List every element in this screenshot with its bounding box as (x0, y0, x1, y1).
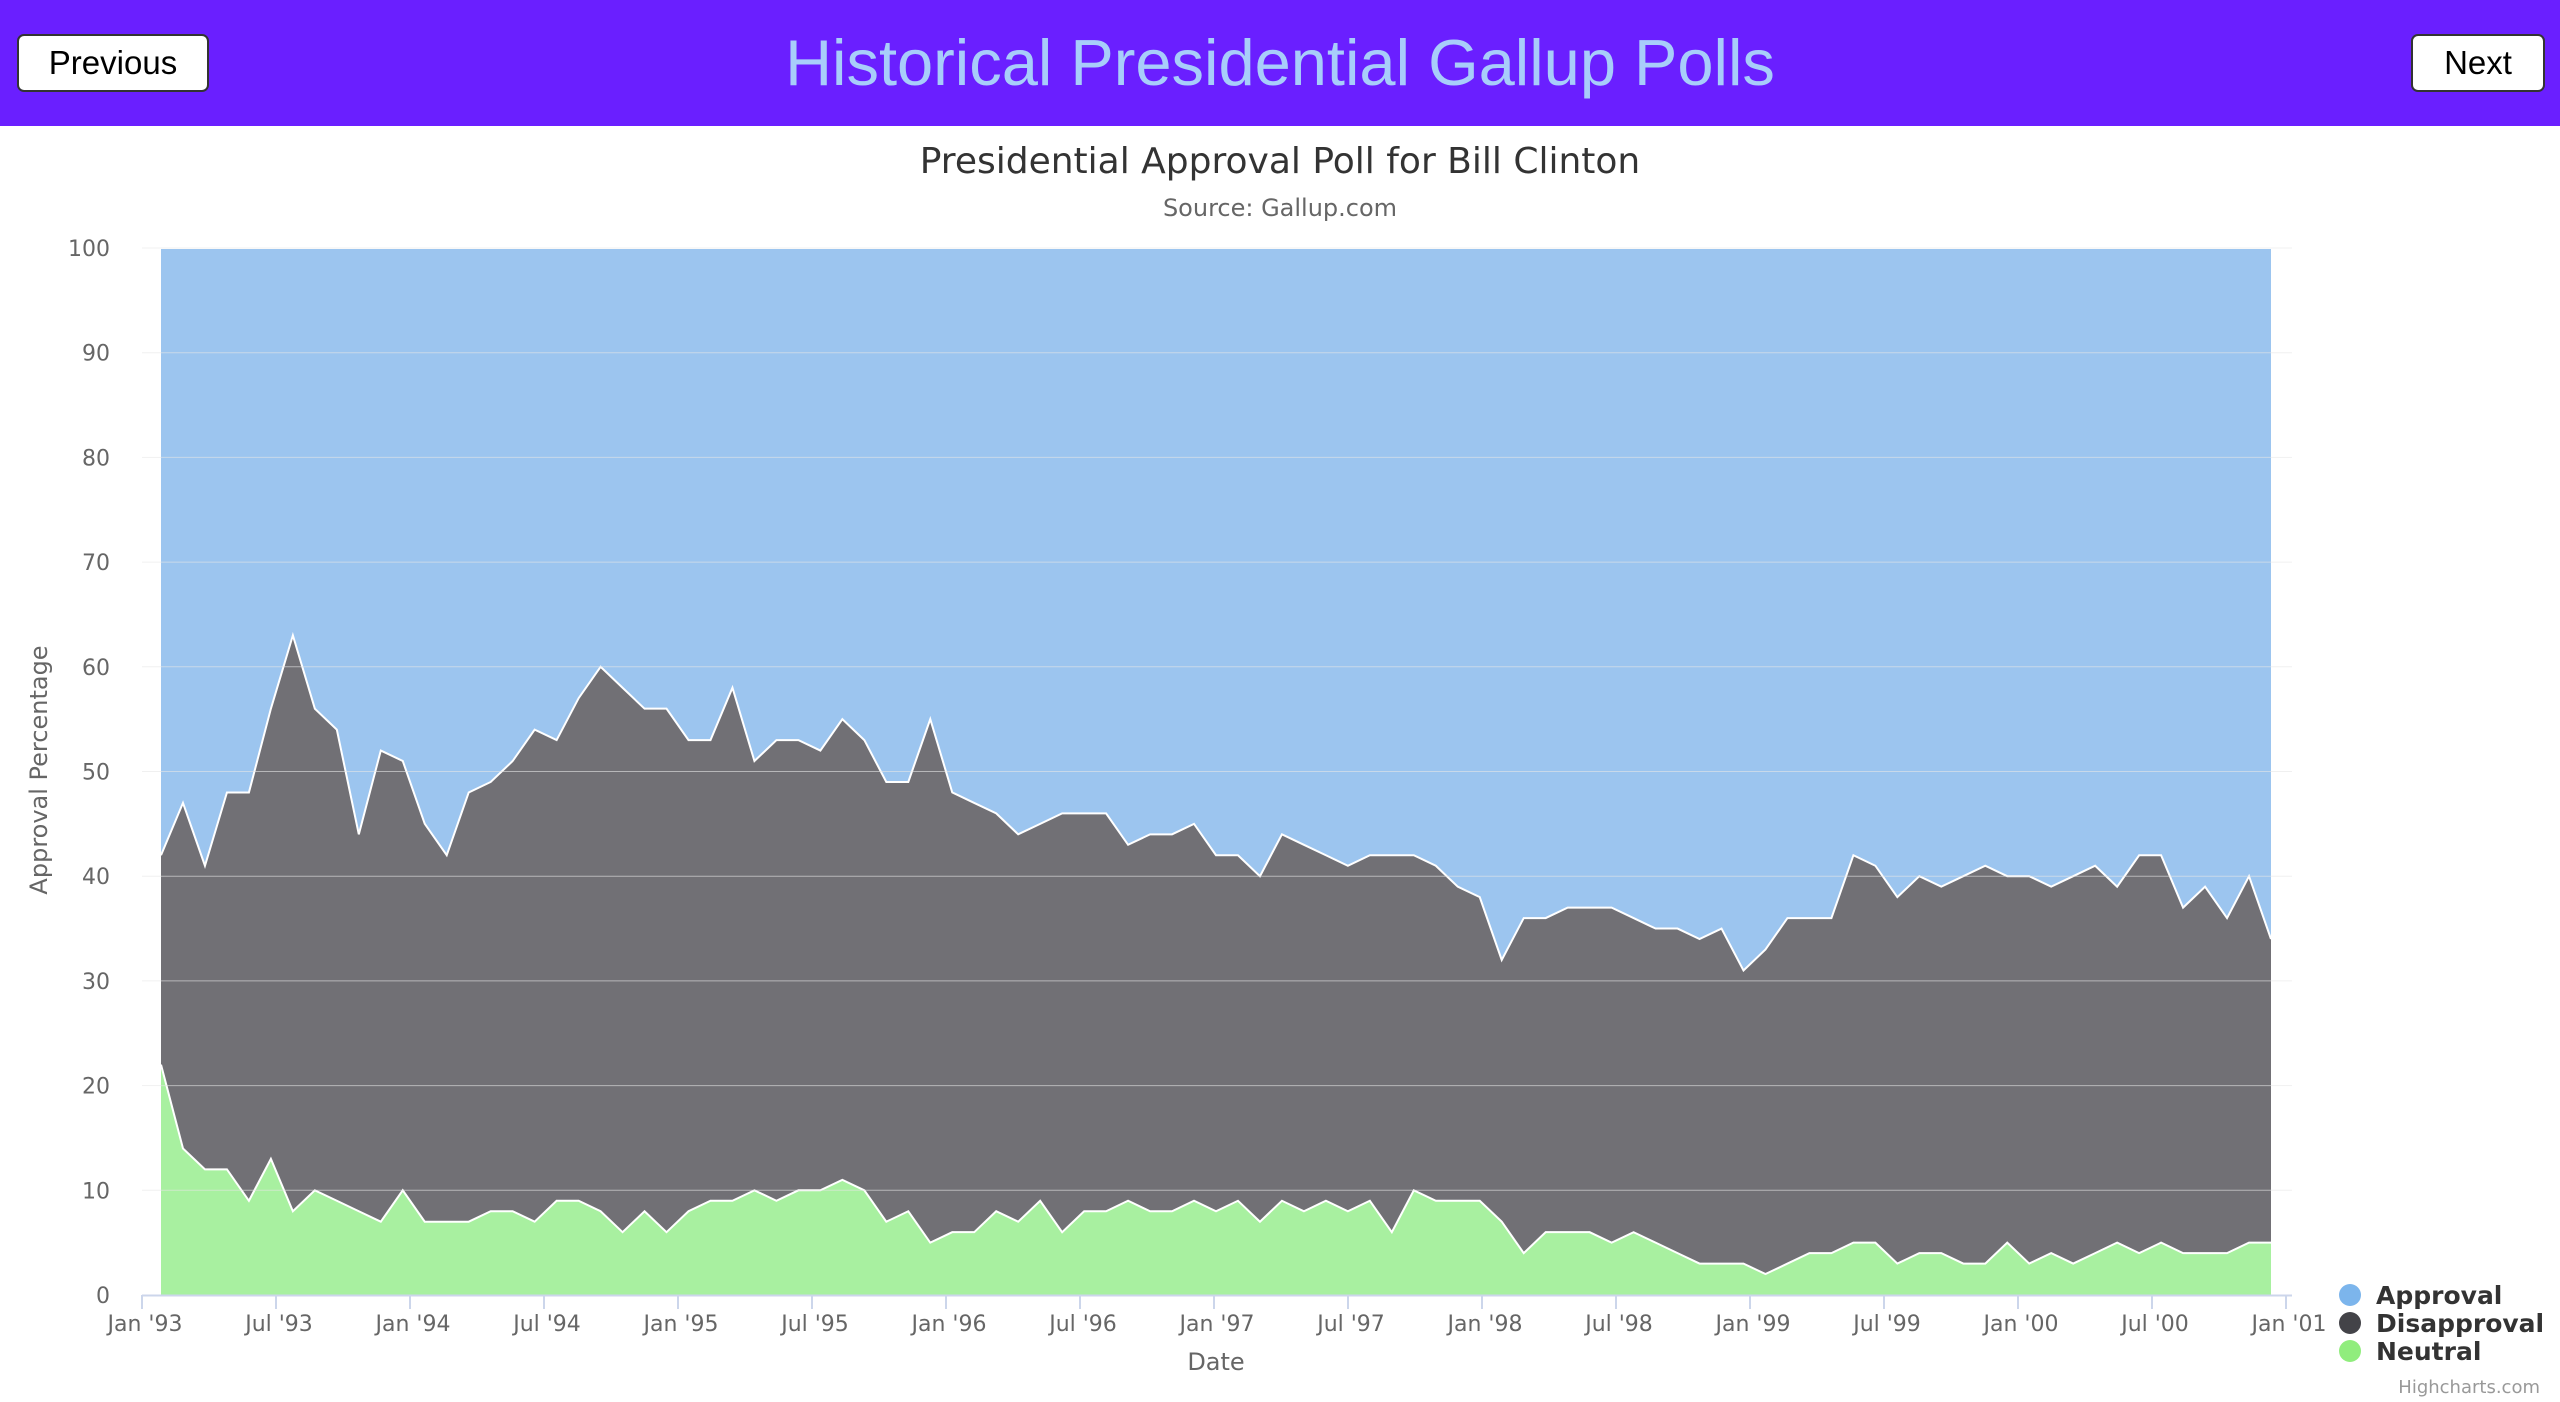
plot-area (160, 247, 2272, 1295)
legend-item-approval: Approval (2376, 1281, 2502, 1310)
x-axis-title: Date (1187, 1348, 1244, 1376)
y-tick-label: 70 (82, 551, 110, 576)
x-tick-label: Jul '00 (2119, 1312, 2189, 1337)
approval-chart: Presidential Approval Poll for Bill Clin… (25, 141, 2544, 1398)
y-axis-title: Approval Percentage (25, 645, 53, 894)
x-tick-label: Jul '96 (1047, 1312, 1117, 1337)
legend-item-neutral: Neutral (2376, 1337, 2481, 1366)
y-axis: 0 10 20 30 40 50 60 70 80 90 100 (68, 237, 2292, 1309)
x-tick-label: Jan '01 (2250, 1312, 2327, 1337)
y-tick-label: 40 (82, 865, 110, 890)
x-tick-label: Jan '94 (374, 1312, 451, 1337)
legend-marker (2339, 1284, 2361, 1306)
y-tick-label: 80 (82, 446, 110, 471)
page-title: Historical Presidential Gallup Polls (785, 26, 1775, 99)
y-tick-label: 20 (82, 1075, 110, 1100)
x-tick-label: Jul '93 (243, 1312, 313, 1337)
approval-area (161, 248, 2271, 971)
neutral-line (160, 1064, 2271, 1276)
x-tick-label: Jul '99 (1851, 1312, 1921, 1337)
x-tick-label: Jan '00 (1982, 1312, 2059, 1337)
y-tick-label: 30 (82, 970, 110, 995)
legend-marker (2339, 1340, 2361, 1362)
x-axis: Jan '93 Jul '93 Jan '94 Jul '94 Jan '95 Jul '… (106, 1294, 2327, 1337)
disapproval-area (161, 635, 2271, 1275)
x-tick-label: Jul '97 (1315, 1312, 1385, 1337)
y-tick-label: 60 (82, 656, 110, 681)
neutral-area (161, 1064, 2271, 1295)
y-tick-label: 90 (82, 342, 110, 367)
header-bar (0, 0, 2560, 126)
next-button[interactable]: Next (2411, 34, 2545, 92)
x-tick-label: Jul '98 (1583, 1312, 1653, 1337)
x-tick-label: Jul '95 (779, 1312, 849, 1337)
legend-item-disapproval: Disapproval (2376, 1309, 2544, 1338)
x-tick-label: Jan '96 (910, 1312, 987, 1337)
chart-credit: Highcharts.com (2398, 1377, 2540, 1398)
x-tick-label: Jan '99 (1714, 1312, 1791, 1337)
y-tick-label: 100 (68, 237, 110, 262)
x-tick-label: Jan '95 (642, 1312, 719, 1337)
previous-button[interactable]: Previous (17, 34, 209, 92)
y-tick-label: 0 (96, 1284, 110, 1309)
x-tick-label: Jan '93 (106, 1312, 183, 1337)
legend-marker (2339, 1312, 2361, 1334)
y-tick-label: 50 (82, 761, 110, 786)
chart-title: Presidential Approval Poll for Bill Clin… (920, 141, 1641, 182)
x-tick-label: Jan '97 (1178, 1312, 1255, 1337)
chart-subtitle: Source: Gallup.com (1163, 194, 1397, 222)
x-tick-label: Jan '98 (1446, 1312, 1523, 1337)
x-tick-label: Jul '94 (511, 1312, 581, 1337)
y-tick-label: 10 (82, 1179, 110, 1204)
